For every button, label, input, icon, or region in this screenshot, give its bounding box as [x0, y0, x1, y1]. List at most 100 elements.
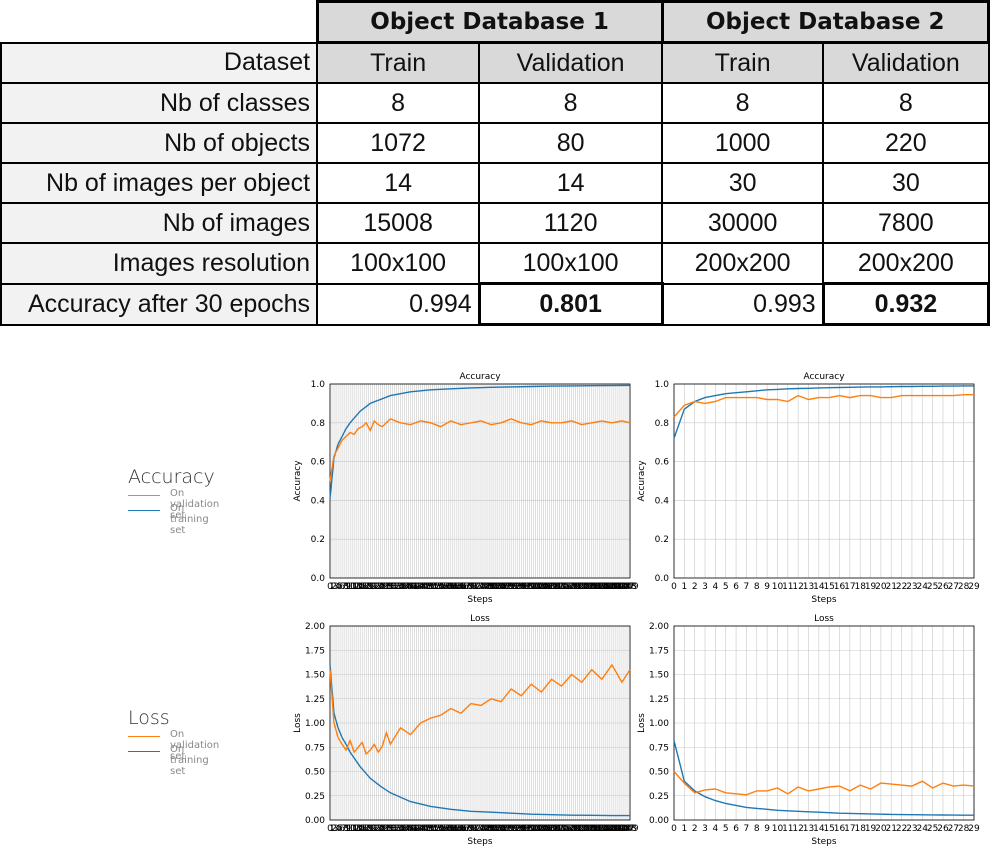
x-tick-label: 17 — [359, 824, 370, 834]
x-tick-label: 107 — [537, 824, 554, 834]
x-tick-label: 41 — [407, 824, 418, 834]
x-tick-label: 114 — [551, 582, 568, 592]
x-tick-label: 47 — [419, 582, 430, 592]
x-tick-label: 36 — [397, 582, 409, 592]
x-tick-label: 17 — [844, 582, 855, 592]
x-tick-label: 90 — [505, 582, 517, 592]
x-tick-label: 21 — [367, 582, 378, 592]
x-tick-label: 30 — [385, 582, 397, 592]
table-cell: 7800 — [822, 202, 990, 244]
x-tick-label: 102 — [527, 582, 544, 592]
x-tick-label: 5 — [337, 582, 343, 592]
x-tick-label: 98 — [522, 582, 534, 592]
x-tick-label: 14 — [352, 824, 364, 834]
x-tick-label: 2 — [331, 582, 337, 592]
x-tick-label: 141 — [605, 582, 622, 592]
y-tick-label: 1.75 — [305, 646, 325, 656]
x-tick-label: 123 — [569, 582, 586, 592]
chart-title: Accuracy — [459, 372, 501, 382]
y-tick-label: 0.6 — [655, 458, 670, 468]
x-tick-label: 117 — [557, 824, 574, 834]
x-tick-label: 64 — [453, 582, 465, 592]
x-tick-label: 11 — [782, 582, 793, 592]
x-tick-label: 131 — [585, 582, 602, 592]
x-tick-label: 0 — [327, 582, 333, 592]
x-tick-label: 52 — [429, 824, 440, 834]
x-tick-label: 28 — [381, 824, 393, 834]
x-tick-label: 147 — [617, 824, 634, 834]
x-tick-label: 42 — [409, 582, 420, 592]
x-tick-label: 88 — [501, 582, 513, 592]
x-tick-label: 13 — [350, 582, 361, 592]
x-tick-label: 90 — [505, 824, 517, 834]
x-tick-label: 47 — [419, 824, 430, 834]
y-tick-label: 1.25 — [305, 695, 325, 705]
y-tick-label: 0.50 — [649, 768, 669, 778]
training-series-line — [329, 664, 630, 817]
x-tick-label: 142 — [607, 824, 624, 834]
x-tick-label: 87 — [499, 824, 510, 834]
x-tick-label: 34 — [393, 582, 405, 592]
loss-legend: Loss On validation set On training set — [128, 707, 219, 777]
x-tick-label: 96 — [518, 582, 530, 592]
x-tick-label: 70 — [465, 582, 477, 592]
x-tick-label: 127 — [577, 582, 594, 592]
x-tick-label: 104 — [531, 582, 548, 592]
x-tick-label: 133 — [589, 824, 606, 834]
x-tick-label: 13 — [803, 582, 814, 592]
loss-chart-db2: 0 1 2 3 4 5 6 7 8 9 101112131415161718192021222324… — [637, 614, 980, 847]
table-cell: 0.993 — [661, 282, 825, 326]
table-row: Nb of images per object 14 14 30 30 — [0, 162, 990, 204]
x-tick-label: 1 — [329, 824, 335, 834]
x-tick-label: 8 — [343, 582, 349, 592]
y-tick-label: 1.50 — [305, 671, 325, 681]
x-tick-label: 44 — [413, 582, 425, 592]
x-tick-label: 82 — [489, 582, 500, 592]
x-tick-label: 111 — [545, 582, 562, 592]
x-tick-label: 143 — [609, 582, 626, 592]
table-cell: 100x100 — [316, 242, 481, 285]
x-tick-label: 79 — [483, 824, 495, 834]
x-tick-label: 22 — [369, 824, 380, 834]
row-label: Nb of images — [0, 202, 319, 244]
x-tick-label: 35 — [395, 582, 406, 592]
table-cell: 8 — [822, 82, 990, 124]
x-tick-label: 122 — [567, 582, 584, 592]
x-tick-label: 10 — [772, 582, 784, 592]
x-tick-label: 125 — [573, 824, 590, 834]
row-label: Dataset — [0, 41, 319, 84]
x-tick-label: 3 — [333, 824, 339, 834]
x-tick-label: 140 — [603, 824, 620, 834]
x-tick-label: 134 — [591, 582, 608, 592]
table-corner-cell — [1, 1, 318, 44]
x-tick-label: 104 — [531, 824, 548, 834]
x-tick-label: 5 — [337, 824, 343, 834]
x-tick-label: 13 — [350, 824, 361, 834]
y-tick-label: 1.0 — [311, 380, 326, 390]
x-tick-label: 5 — [723, 824, 729, 834]
x-tick-label: 75 — [475, 824, 486, 834]
x-tick-label: 57 — [439, 582, 450, 592]
x-tick-label: 76 — [477, 582, 489, 592]
x-axis-label: Steps — [467, 595, 492, 605]
x-tick-label: 18 — [361, 582, 373, 592]
x-tick-label: 117 — [557, 582, 574, 592]
x-tick-label: 7 — [744, 824, 750, 834]
x-tick-label: 97 — [520, 582, 531, 592]
x-tick-label: 28 — [958, 582, 970, 592]
y-tick-label: 0.4 — [655, 496, 670, 506]
legend-swatch — [128, 495, 160, 496]
x-tick-label: 138 — [599, 824, 616, 834]
x-tick-label: 89 — [503, 582, 515, 592]
x-tick-label: 39 — [403, 582, 415, 592]
legend-title: Accuracy — [128, 466, 215, 488]
x-tick-label: 96 — [518, 824, 530, 834]
x-tick-label: 12 — [792, 582, 803, 592]
legend-title: Loss — [128, 707, 170, 729]
x-tick-label: 86 — [497, 824, 509, 834]
x-tick-label: 1 — [681, 582, 687, 592]
x-axis-label: Steps — [811, 837, 836, 847]
x-tick-label: 36 — [397, 824, 409, 834]
chart-title: Accuracy — [803, 372, 845, 382]
x-tick-label: 53 — [431, 582, 442, 592]
